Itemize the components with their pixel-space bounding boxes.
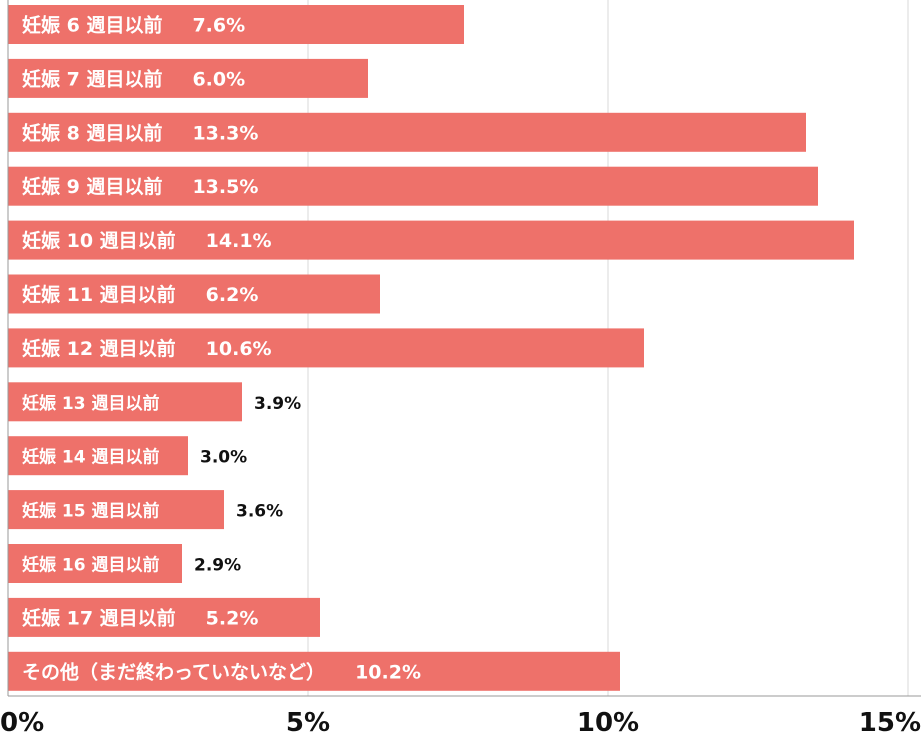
bar-category-label: その他（まだ終わっていないなど）	[22, 660, 325, 683]
bar-value-label: 5.2%	[206, 607, 259, 629]
x-tick-label: 0%	[0, 708, 44, 736]
bar-value-label: 3.9%	[254, 394, 301, 414]
bar-category-label: 妊娠 11 週目以前	[22, 283, 176, 306]
bar-value-label: 2.9%	[194, 556, 241, 576]
bar-1	[8, 58, 368, 98]
bar-category-label: 妊娠 9 週目以前	[22, 175, 162, 198]
bar-value-label: 13.5%	[192, 176, 258, 198]
bar-value-label: 13.3%	[192, 122, 258, 144]
bar-8	[8, 436, 188, 476]
bar-category-label: 妊娠 15 週目以前	[22, 501, 160, 522]
bar-6	[8, 328, 644, 368]
bar-category-label: 妊娠 7 週目以前	[22, 67, 162, 90]
bar-category-label: 妊娠 13 週目以前	[22, 393, 160, 414]
bar-category-label: 妊娠 6 週目以前	[22, 14, 162, 37]
bar-value-label: 14.1%	[206, 230, 272, 252]
x-tick-label: 15%	[859, 708, 921, 736]
bar-category-label: 妊娠 10 週目以前	[22, 229, 176, 252]
bar-value-label: 6.2%	[206, 284, 259, 306]
bar-value-label: 3.0%	[200, 448, 247, 468]
bar-category-label: 妊娠 17 週目以前	[22, 606, 176, 629]
bar-value-label: 3.6%	[236, 502, 283, 522]
bar-category-label: 妊娠 12 週目以前	[22, 337, 176, 360]
bar-category-label: 妊娠 14 週目以前	[22, 447, 160, 468]
bar-value-label: 10.2%	[355, 661, 421, 683]
bar-2	[8, 112, 806, 152]
bar-11	[8, 597, 320, 637]
bar-value-label: 6.0%	[192, 68, 245, 90]
bar-10	[8, 544, 182, 583]
bar-category-label: 妊娠 16 週目以前	[22, 555, 160, 576]
bar-value-label: 10.6%	[206, 338, 272, 360]
bar-5	[8, 274, 380, 314]
bar-7	[8, 382, 242, 422]
x-tick-label: 10%	[577, 708, 639, 736]
bar-12	[8, 651, 620, 691]
bar-value-label: 7.6%	[192, 15, 245, 37]
bar-9	[8, 490, 224, 530]
bar-3	[8, 166, 818, 206]
bar-category-label: 妊娠 8 週目以前	[22, 121, 162, 144]
bar-4	[8, 220, 854, 260]
bar-layer: 妊娠 6 週目以前 7.6% 妊娠 7 週目以前 6.0% 妊娠 8 週目以前 13.3%…	[8, 5, 854, 691]
x-tick-label: 5%	[286, 708, 330, 736]
bar-0	[8, 5, 464, 44]
